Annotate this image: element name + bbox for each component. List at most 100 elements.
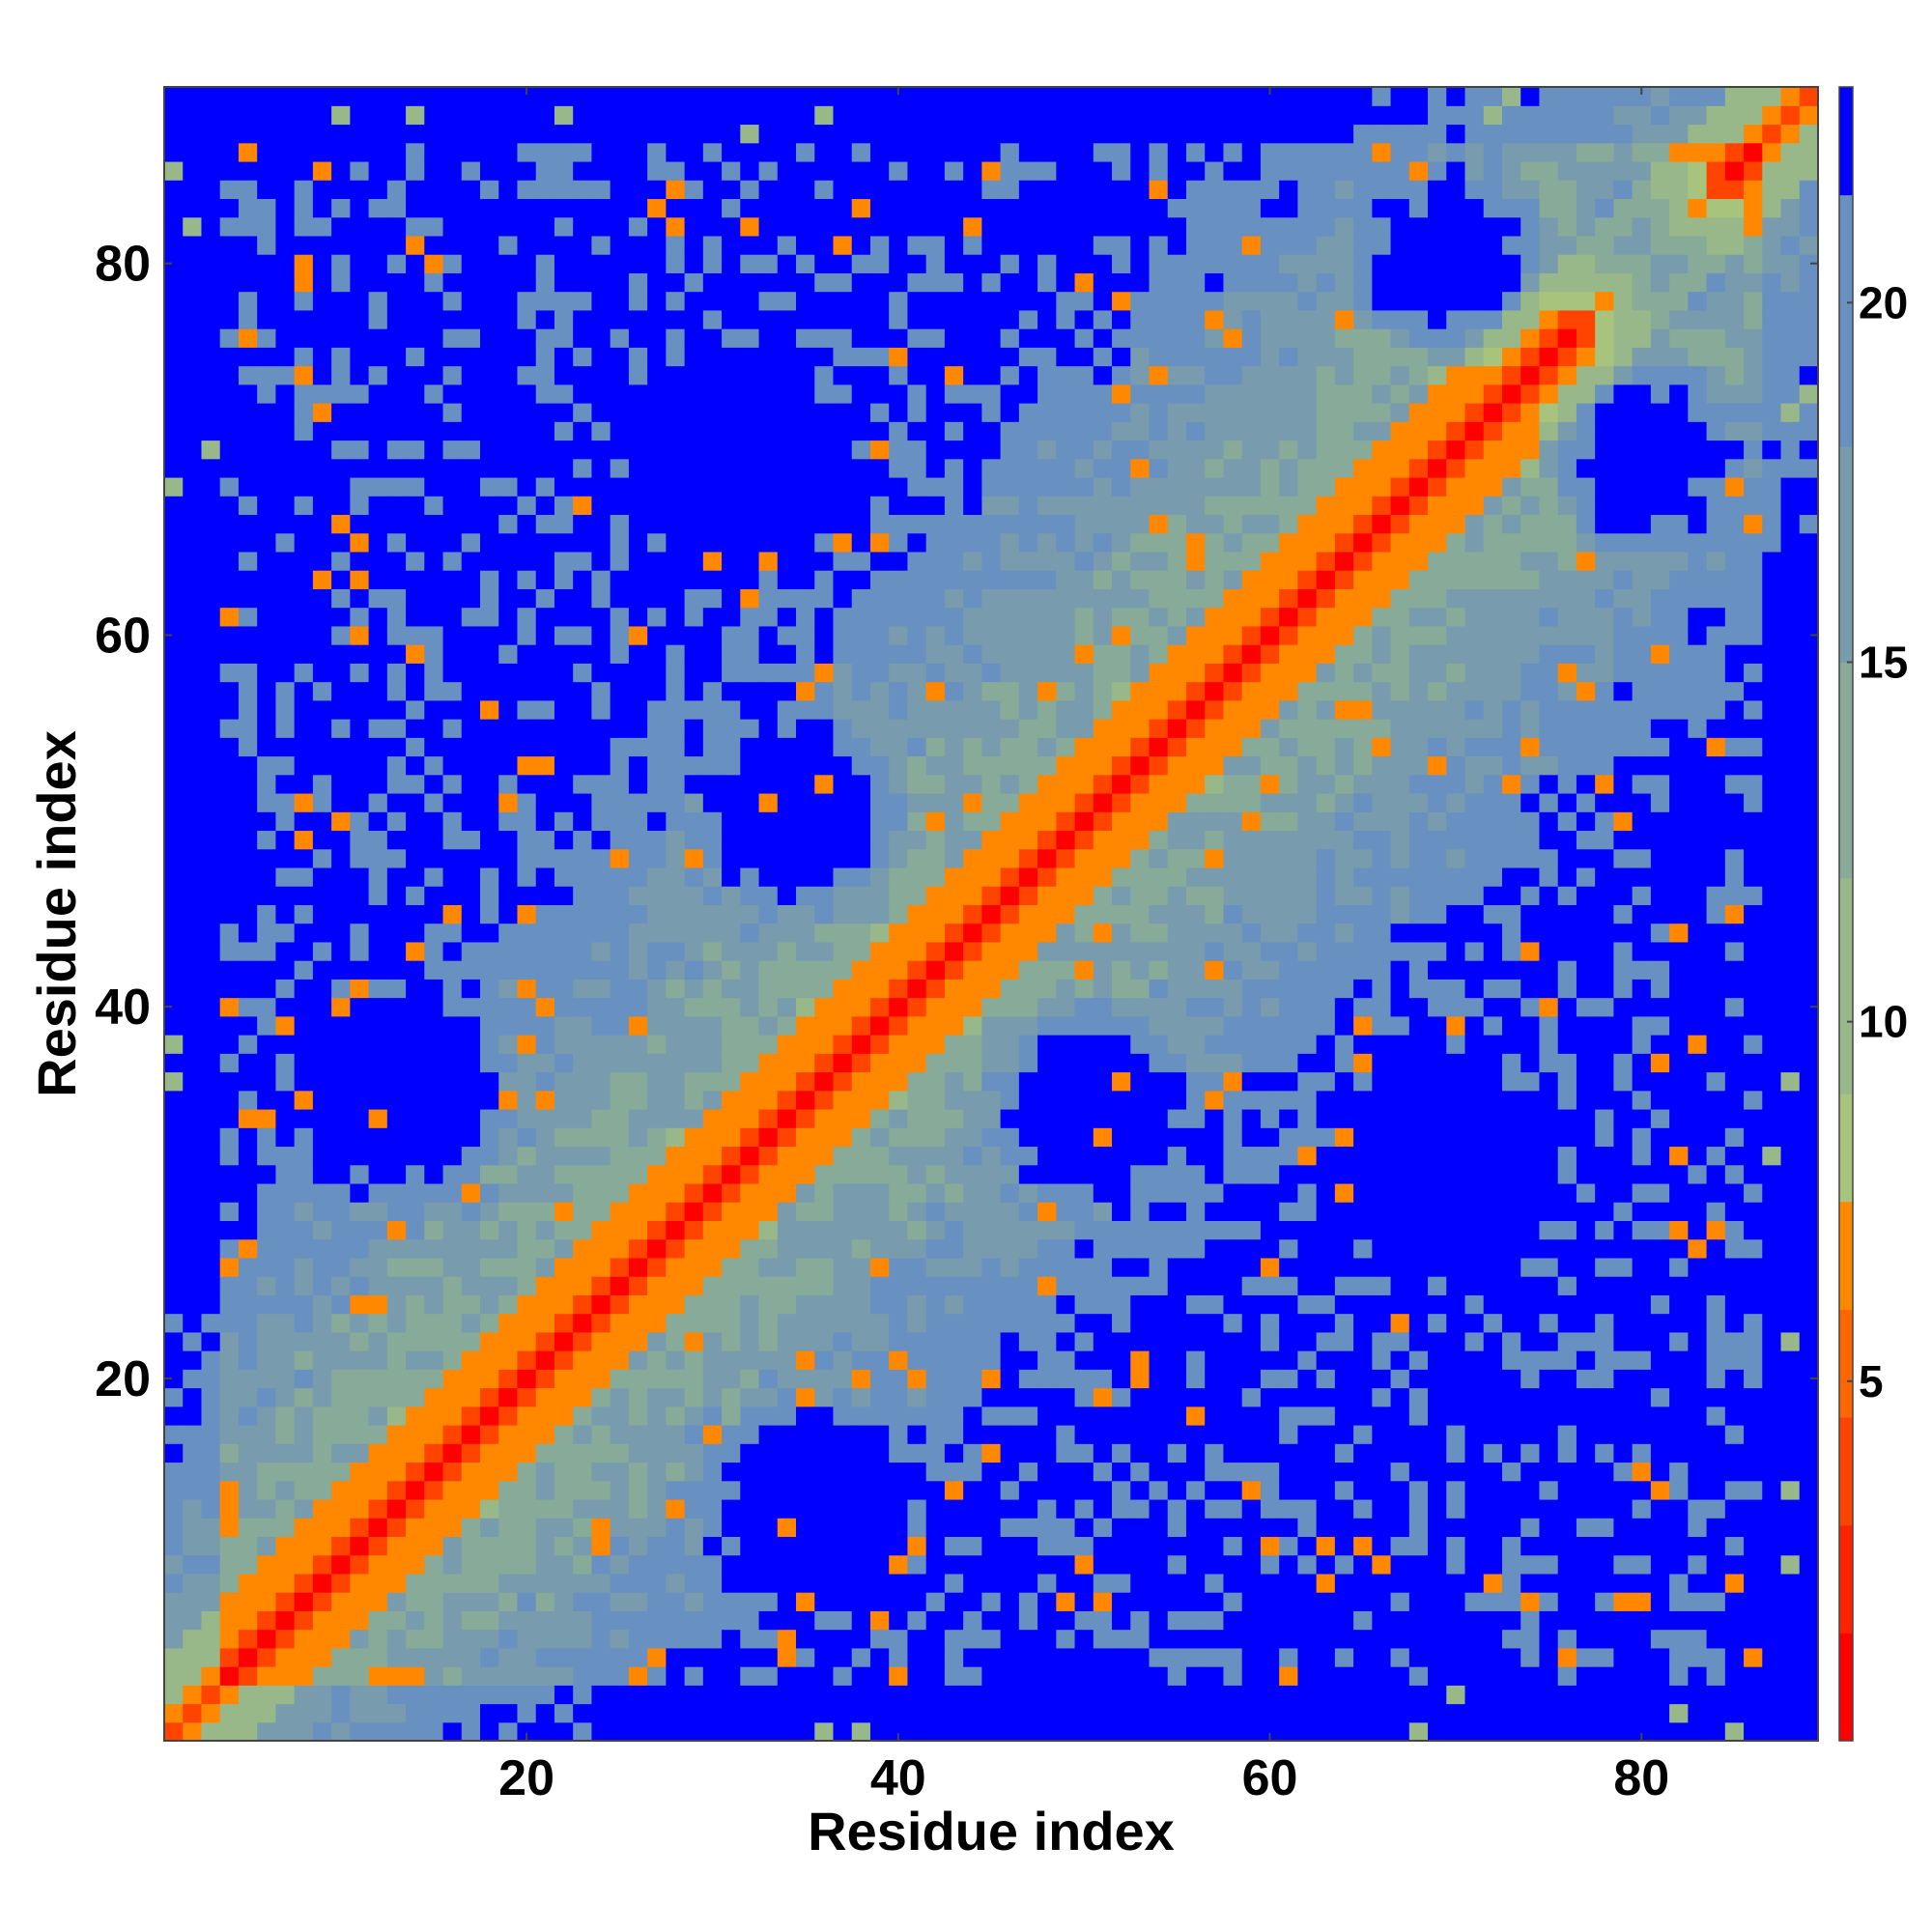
heatmap-cell — [406, 403, 425, 422]
heatmap-cell — [777, 886, 797, 905]
heatmap-cell — [647, 1387, 667, 1407]
heatmap-cell — [869, 1015, 890, 1036]
heatmap-cell — [628, 1369, 648, 1389]
heatmap-cell — [722, 699, 741, 720]
heatmap-cell — [981, 1721, 1002, 1742]
heatmap-cell — [666, 272, 686, 293]
heatmap-cell — [294, 105, 314, 126]
heatmap-cell — [610, 1424, 630, 1444]
heatmap-cell — [907, 254, 927, 273]
heatmap-cell — [814, 1146, 835, 1166]
heatmap-cell — [1093, 1387, 1113, 1407]
heatmap-cell — [535, 1182, 555, 1203]
heatmap-cell — [610, 1313, 630, 1333]
heatmap-cell — [1185, 830, 1206, 850]
heatmap-cell — [350, 1220, 370, 1240]
heatmap-cell — [869, 830, 890, 850]
heatmap-cell — [628, 570, 648, 589]
heatmap-cell — [406, 1498, 425, 1519]
heatmap-cell — [1185, 1276, 1206, 1295]
heatmap-cell — [925, 1294, 946, 1315]
heatmap-cell — [796, 347, 815, 367]
heatmap-cell — [981, 309, 1002, 329]
heatmap-cell — [1074, 198, 1094, 218]
heatmap-cell — [238, 1071, 258, 1092]
heatmap-cell — [1185, 496, 1206, 516]
heatmap-cell — [350, 384, 370, 404]
heatmap-cell — [442, 124, 463, 144]
heatmap-cell — [1018, 1554, 1038, 1575]
heatmap-cell — [498, 625, 519, 645]
heatmap-cell — [498, 1313, 519, 1333]
heatmap-cell — [1149, 1090, 1169, 1110]
heatmap-cell — [424, 1666, 444, 1686]
heatmap-cell — [1112, 1164, 1131, 1184]
heatmap-cell — [851, 681, 871, 701]
heatmap-cell — [907, 1610, 927, 1631]
heatmap-cell — [833, 886, 853, 905]
heatmap-cell — [647, 1127, 667, 1148]
heatmap-cell — [796, 737, 815, 757]
heatmap-cell — [275, 1703, 296, 1723]
heatmap-cell — [275, 1610, 296, 1631]
heatmap-cell — [257, 886, 277, 905]
heatmap-cell — [666, 514, 686, 534]
heatmap-cell — [1000, 1090, 1020, 1110]
heatmap-cell — [331, 719, 351, 738]
heatmap-cell — [461, 774, 481, 794]
heatmap-cell — [386, 1127, 407, 1148]
heatmap-cell — [814, 1015, 835, 1036]
heatmap-cell — [666, 421, 686, 441]
heatmap-cell — [368, 830, 388, 850]
heatmap-cell — [1056, 1498, 1076, 1519]
heatmap-cell — [1074, 830, 1094, 850]
heatmap-cell — [1018, 1220, 1038, 1240]
heatmap-cell — [535, 1313, 555, 1333]
heatmap-cell — [740, 458, 760, 478]
heatmap-cell — [666, 1238, 686, 1259]
heatmap-cell — [1074, 1350, 1094, 1370]
heatmap-cell — [442, 979, 463, 999]
heatmap-cell — [944, 532, 964, 553]
heatmap-cell — [517, 1182, 537, 1203]
heatmap-cell — [294, 365, 314, 385]
heatmap-cell — [535, 1536, 555, 1556]
heatmap-cell — [1112, 1721, 1131, 1742]
heatmap-cell — [944, 440, 964, 460]
heatmap-cell — [535, 1573, 555, 1593]
heatmap-cell — [368, 848, 388, 868]
heatmap-cell — [869, 476, 890, 497]
heatmap-cell — [722, 1108, 741, 1128]
heatmap-cell — [1185, 923, 1206, 943]
heatmap-cell — [1037, 1220, 1057, 1240]
heatmap-cell — [591, 588, 611, 609]
heatmap-cell — [833, 997, 853, 1017]
heatmap-cell — [740, 1629, 760, 1649]
heatmap-cell — [573, 1035, 593, 1054]
heatmap-cell — [869, 997, 890, 1017]
heatmap-cell — [889, 347, 909, 367]
heatmap-cell — [684, 365, 704, 385]
heatmap-cell — [350, 1703, 370, 1723]
heatmap-cell — [238, 570, 258, 589]
heatmap-cell — [1167, 811, 1187, 832]
heatmap-cell — [312, 1498, 332, 1519]
heatmap-cell — [406, 532, 425, 553]
heatmap-cell — [981, 235, 1002, 255]
heatmap-cell — [925, 1518, 946, 1538]
heatmap-cell — [1018, 607, 1038, 627]
heatmap-cell — [796, 1518, 815, 1538]
heatmap-cell — [275, 235, 296, 255]
heatmap-cell — [498, 1369, 519, 1389]
heatmap-cell — [1018, 1480, 1038, 1500]
heatmap-cell — [331, 867, 351, 887]
heatmap-cell — [777, 87, 797, 106]
heatmap-cell — [1149, 384, 1169, 404]
heatmap-cell — [963, 1146, 982, 1166]
heatmap-cell — [591, 1015, 611, 1036]
heatmap-cell — [294, 1108, 314, 1128]
heatmap-cell — [424, 1294, 444, 1315]
heatmap-cell — [777, 1424, 797, 1444]
heatmap-cell — [554, 1035, 574, 1054]
heatmap-cell — [1149, 514, 1169, 534]
